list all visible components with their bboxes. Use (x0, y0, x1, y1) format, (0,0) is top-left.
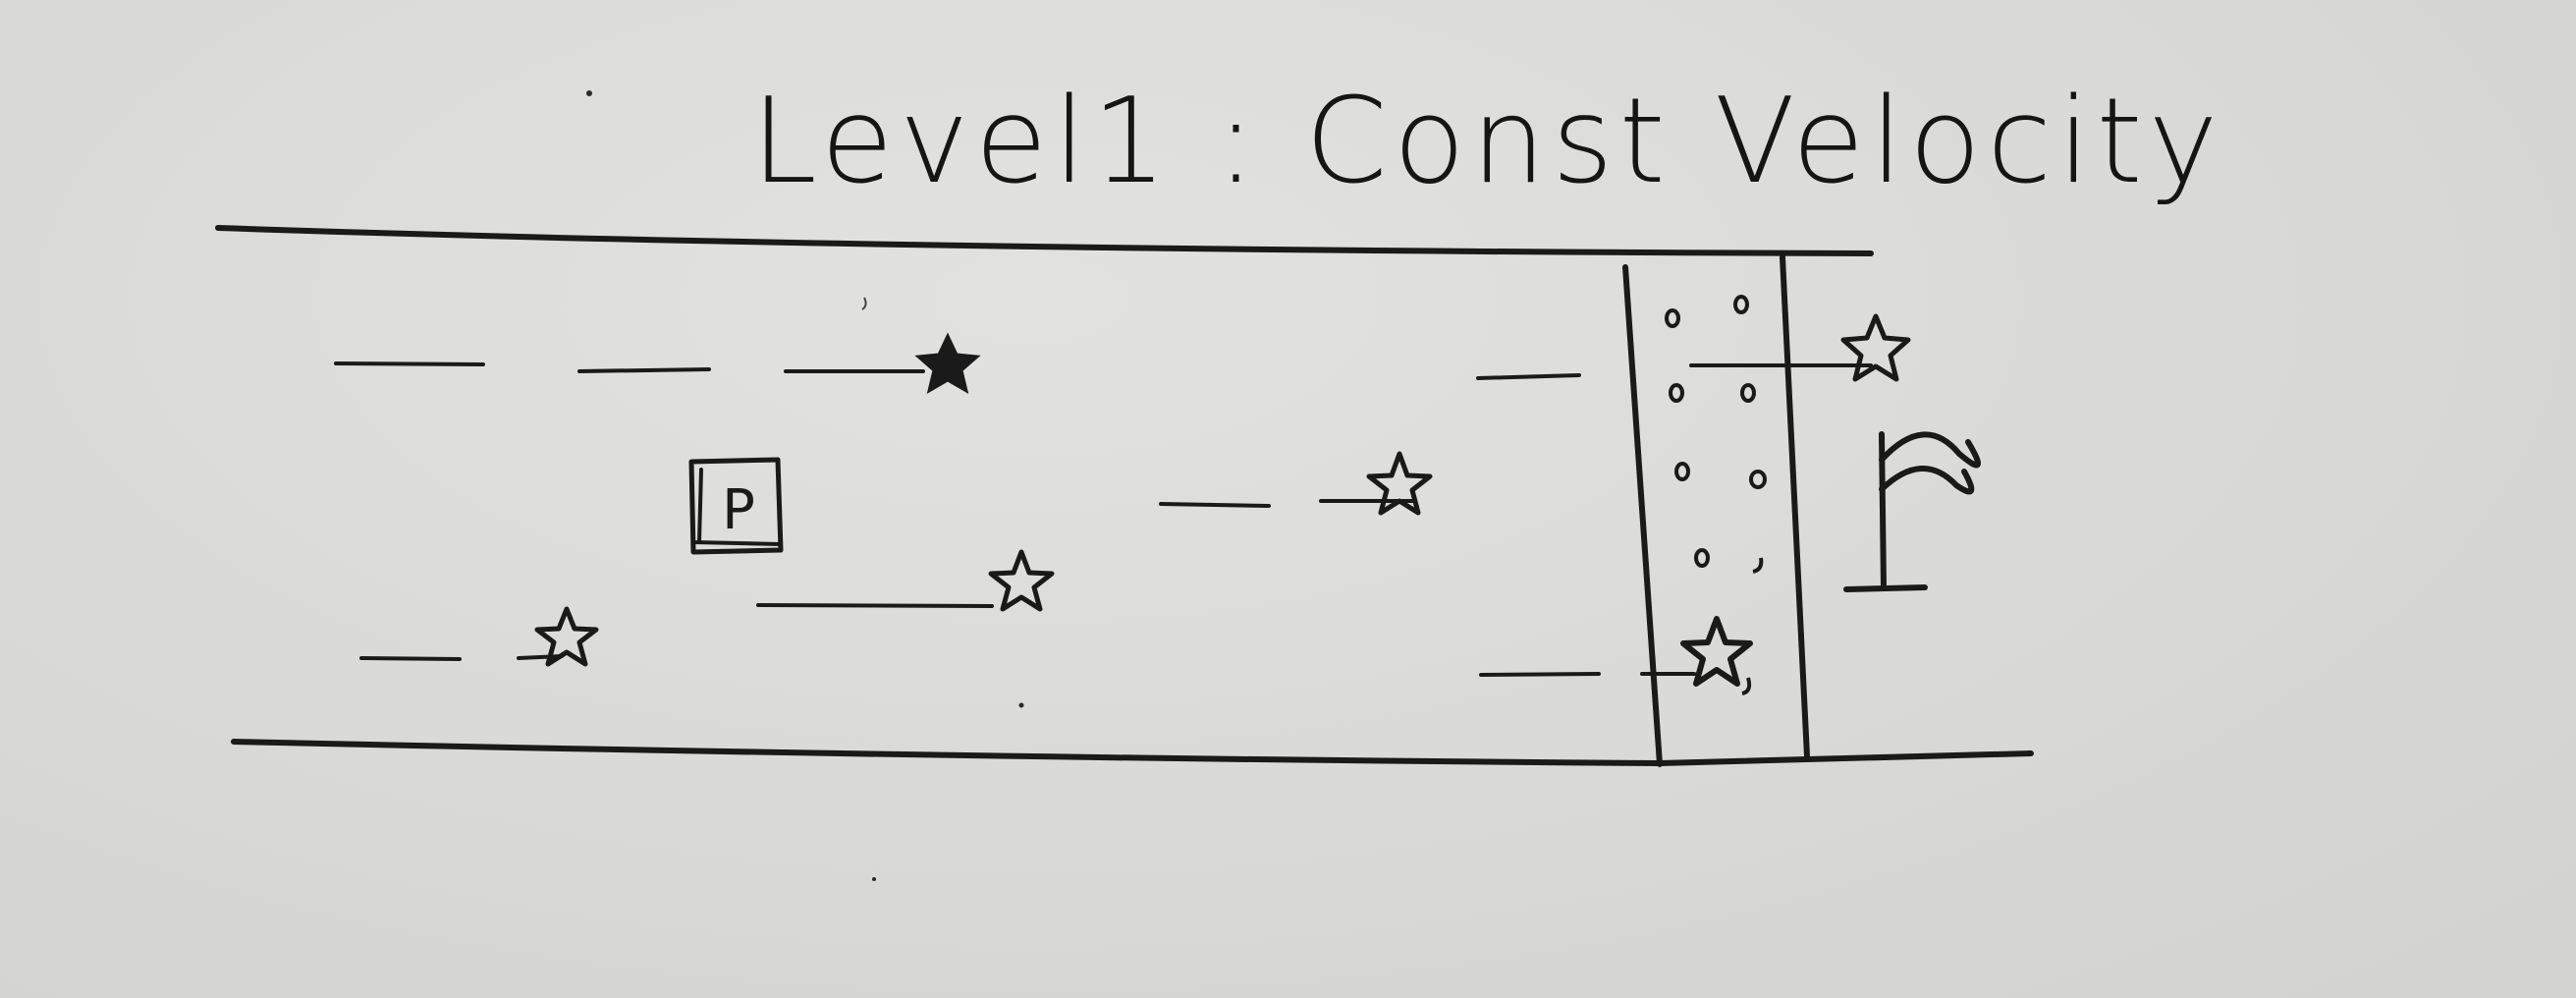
star-icon (1366, 451, 1433, 516)
track-bottom-border (231, 739, 2034, 766)
level-title: Level1 : Const Velocity (751, 74, 2224, 210)
goal-zone (1622, 254, 1810, 767)
star-icon (534, 606, 599, 667)
player-label: P (722, 478, 755, 542)
track-top-border (215, 225, 1874, 256)
motion-trails (334, 361, 1873, 677)
star-icon (1840, 313, 1911, 382)
goal-zone-left-line (1622, 264, 1663, 767)
star-icon (988, 549, 1055, 612)
star-icon (914, 332, 981, 395)
stray-marks (586, 90, 1024, 881)
player-box-icon: P (688, 457, 784, 555)
star-icon (1680, 616, 1753, 687)
goal-zone-right-line (1780, 254, 1810, 759)
flag-icon (1843, 431, 1982, 592)
goal-zone-dots (1665, 295, 1767, 695)
